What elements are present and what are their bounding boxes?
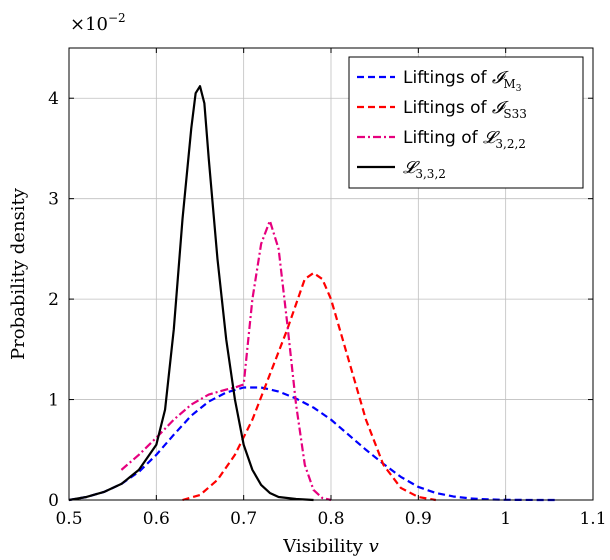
x-tick-label: 1.1 (579, 509, 606, 529)
series-line-2 (120, 219, 332, 502)
y-tick-label: 3 (48, 190, 59, 210)
plot-frame (68, 47, 594, 501)
y-tick-label: 2 (48, 290, 59, 310)
x-tick-label: 0.7 (230, 509, 257, 529)
y-tick-label: 4 (48, 89, 59, 109)
y-tick-label: 1 (48, 391, 59, 411)
x-axis-label: Visibility v (282, 536, 379, 557)
series-line-3 (68, 85, 314, 502)
x-tick-label: 0.5 (55, 509, 82, 529)
x-tick-label: 0.9 (405, 509, 432, 529)
y-scale-label: ×10−2 (70, 11, 126, 35)
x-tick-label: 0.8 (317, 509, 344, 529)
series-line-0 (68, 386, 559, 502)
ticks: 0.5 0.6 0.7 0.8 0.9 1 1.1 0 1 2 3 4 (48, 48, 607, 529)
series-line-1 (182, 271, 436, 502)
legend-label-1: Liftings of 𝓘S33 (403, 98, 527, 121)
y-tick-label: 0 (48, 491, 59, 511)
series-layer (68, 85, 559, 502)
x-tick-label: 0.6 (143, 509, 170, 529)
x-tick-label: 1 (500, 509, 511, 529)
legend-label-2: Lifting of 𝓛3,2,2 (403, 128, 526, 151)
y-axis-label: Probability density (8, 187, 29, 360)
